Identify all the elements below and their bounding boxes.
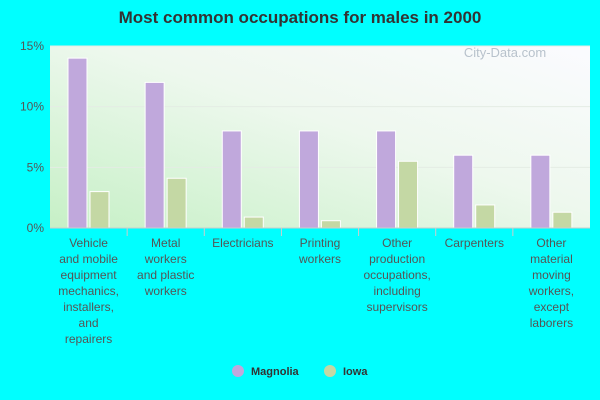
x-category-label-line: Other: [382, 236, 412, 250]
x-category-label-line: and: [79, 316, 99, 330]
x-category-label: Other material moving workers, except laborer…: [528, 236, 574, 330]
y-tick-label: 0%: [27, 221, 45, 235]
x-category-label-line: Carpenters: [445, 236, 504, 250]
x-category-label: Electricians: [212, 236, 273, 250]
bar-iowa: [475, 204, 496, 229]
x-category-label-line: supervisors: [366, 300, 427, 314]
bar-magnolia: [144, 81, 165, 229]
plot-area: [50, 46, 590, 228]
x-category-label-line: Printing: [300, 236, 341, 250]
bar-iowa: [166, 177, 187, 229]
x-category-label-line: Other: [536, 236, 566, 250]
bar-magnolia: [530, 154, 551, 229]
x-category-label-line: and mobile: [59, 252, 118, 266]
x-category-label: Vehicle and mobile equipment mechanics, inst…: [58, 236, 119, 346]
bar-iowa: [552, 211, 573, 229]
y-tick-label: 10%: [20, 100, 44, 114]
x-category-label: Other production occupations, including supe…: [363, 236, 430, 314]
bar-magnolia: [221, 130, 242, 229]
chart-title: Most common occupations for males in 200…: [118, 8, 482, 27]
x-category-label: Printing workers: [298, 236, 341, 266]
x-category-label-line: moving: [532, 268, 571, 282]
x-category-label-line: equipment: [61, 268, 118, 282]
x-category-label-line: workers,: [528, 284, 574, 298]
bar-magnolia: [376, 130, 397, 229]
legend-swatch-iowa: [324, 365, 336, 377]
bar-iowa: [89, 191, 110, 229]
x-category-label-line: production: [369, 252, 425, 266]
x-category-label-line: occupations,: [363, 268, 430, 282]
x-category-label-line: laborers: [530, 316, 573, 330]
x-category-label-line: Vehicle: [69, 236, 108, 250]
bar-magnolia: [453, 154, 474, 229]
x-category-label-line: mechanics,: [58, 284, 119, 298]
x-category-label-line: workers: [298, 252, 341, 266]
x-category-label-line: Metal: [151, 236, 180, 250]
x-category-label: Carpenters: [445, 236, 504, 250]
y-tick-label: 5%: [27, 160, 45, 174]
x-category-label-line: including: [373, 284, 420, 298]
x-category-label-line: and plastic: [137, 268, 194, 282]
x-category-label-line: material: [530, 252, 573, 266]
bar-iowa: [243, 216, 264, 229]
legend-label-magnolia: Magnolia: [251, 366, 300, 378]
x-category-label-line: repairers: [65, 332, 112, 346]
legend-swatch-magnolia: [232, 365, 244, 377]
x-category-label-line: workers: [144, 252, 187, 266]
bar-magnolia: [67, 57, 88, 229]
x-category-label-line: installers,: [63, 300, 114, 314]
x-category-label-line: workers: [144, 284, 187, 298]
x-category-label: Metal workers and plastic workers: [137, 236, 194, 298]
watermark: City-Data.com: [464, 45, 546, 60]
bar-iowa: [320, 220, 341, 229]
x-category-label-line: Electricians: [212, 236, 273, 250]
bar-magnolia: [298, 130, 319, 229]
y-tick-label: 15%: [20, 39, 44, 53]
x-category-label-line: except: [534, 300, 570, 314]
legend-label-iowa: Iowa: [343, 366, 368, 378]
bar-iowa: [398, 160, 419, 229]
